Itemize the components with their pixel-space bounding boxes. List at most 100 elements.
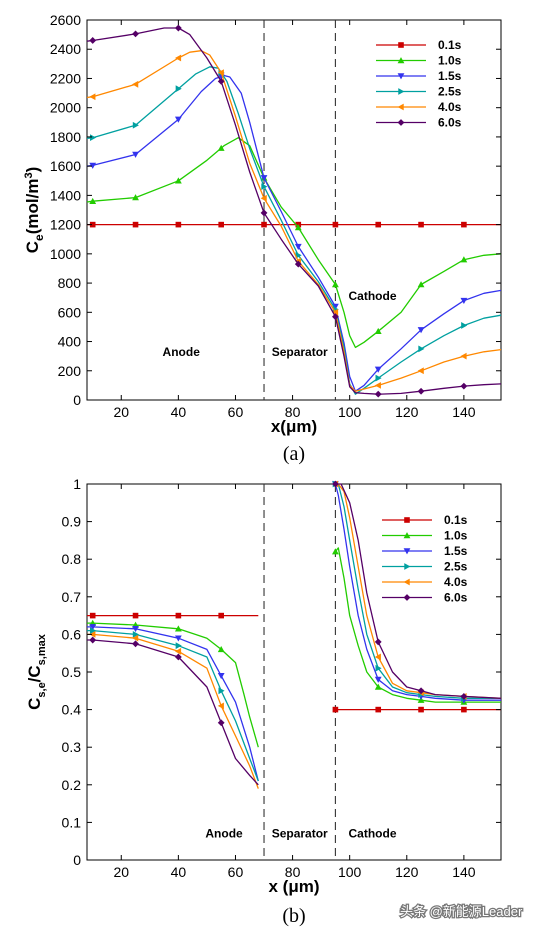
y-tick-label: 2200 (50, 70, 81, 86)
data-point (375, 374, 382, 382)
data-point (174, 647, 182, 655)
ticks-b: 20 40 60 80 100 120 140 0 0.1 0.2 0.3 0.4 0.5 0.6 0.7 0… (62, 476, 501, 880)
data-point (217, 702, 224, 710)
series-0.1s (87, 612, 501, 713)
x-tick-label: 100 (338, 864, 362, 880)
series-line (86, 137, 502, 349)
data-point (374, 327, 382, 335)
data-point (132, 631, 139, 638)
data-point (295, 251, 302, 259)
x-tick-label: 120 (395, 864, 419, 880)
data-point (332, 480, 339, 488)
legend-marker (398, 88, 405, 95)
legend-marker (403, 578, 410, 586)
data-point (374, 638, 382, 646)
data-point (374, 676, 382, 683)
data-point (418, 221, 424, 228)
x-tick-label: 40 (171, 864, 187, 880)
x-tick-label: 140 (452, 864, 476, 880)
legend-marker (404, 563, 411, 570)
y-tick-label: 0 (73, 392, 81, 408)
data-point (260, 175, 268, 182)
legend-entry: 2.5s (382, 560, 468, 574)
data-point (174, 116, 182, 123)
series-line (87, 639, 259, 786)
plot-frame-b (86, 483, 502, 861)
series-line (87, 622, 259, 748)
x-tick-label: 100 (338, 404, 362, 420)
data-point (418, 345, 425, 353)
legend-label: 4.0s (444, 575, 468, 589)
region-labels-b: Anode Separator Cathode (205, 827, 396, 841)
data-point (294, 243, 302, 250)
region-labels-a: Anode Separator Cathode (163, 289, 397, 359)
data-point (132, 612, 139, 619)
data-point (89, 93, 96, 101)
y-tick-label: 400 (58, 334, 82, 350)
y-axis-label-b: Cs,e/Cs,max (25, 633, 48, 710)
boundary-lines-b (263, 484, 336, 860)
data-point (417, 281, 425, 288)
data-point (89, 631, 96, 638)
data-point (217, 69, 224, 77)
y-tick-label: 0.3 (62, 739, 82, 755)
legend-label: 2.5s (438, 85, 462, 99)
region-label: Separator (272, 345, 328, 359)
plot-frame-a (86, 19, 502, 401)
data-point (175, 85, 182, 93)
y-tick-label: 1 (73, 476, 81, 492)
legend-entry: 2.5s (376, 85, 462, 99)
y-tick-label: 2400 (50, 41, 81, 57)
region-label: Anode (205, 827, 243, 841)
data-point (174, 653, 182, 661)
legend-marker (397, 103, 404, 111)
data-point (174, 177, 182, 184)
data-point (461, 322, 468, 329)
data-point (175, 612, 182, 619)
data-point (460, 352, 467, 360)
data-point (174, 635, 182, 642)
series-6.0s (87, 480, 502, 786)
data-point (374, 381, 381, 389)
legend-entry: 0.1s (382, 513, 468, 527)
y-tick-label: 2600 (50, 12, 81, 28)
legend-label: 0.1s (444, 513, 468, 527)
data-point (132, 640, 139, 648)
legend-entry: 1.0s (376, 54, 462, 68)
legend-entry: 1.0s (382, 529, 468, 543)
series-line (335, 483, 502, 699)
y-tick-label: 0 (73, 852, 81, 868)
x-tick-label: 80 (285, 404, 301, 420)
caption-b: (b) (282, 905, 305, 927)
data-point (217, 673, 225, 680)
x-axis-label-b: x (μm) (268, 877, 319, 896)
data-point (175, 642, 182, 650)
legend-marker (403, 548, 411, 555)
legend-entry: 1.5s (382, 544, 468, 558)
legend-label: 1.5s (438, 69, 462, 83)
region-label: Separator (272, 827, 328, 841)
data-point (374, 366, 382, 373)
legend-label: 6.0s (438, 116, 462, 130)
data-point (89, 162, 97, 169)
data-point (332, 303, 339, 310)
data-point (89, 627, 97, 635)
x-tick-label: 120 (395, 404, 419, 420)
y-tick-label: 1400 (50, 187, 81, 203)
data-point (174, 625, 182, 632)
y-axis-label-a: Ce(mol/m3) (23, 167, 46, 254)
data-point (132, 30, 139, 38)
y-tick-label: 0.9 (62, 514, 82, 530)
data-point (261, 183, 268, 191)
y-tick-label: 2000 (50, 100, 81, 116)
data-point (461, 706, 467, 713)
data-point (174, 54, 182, 62)
y-tick-label: 0.8 (62, 551, 82, 567)
y-tick-label: 0.2 (62, 777, 82, 793)
legend-a: 0.1s 1.0s1.5s 2.5s4.0s 6.0s (376, 38, 462, 130)
legend-entry: 6.0s (376, 116, 462, 130)
data-point (132, 221, 139, 228)
y-tick-label: 600 (58, 304, 82, 320)
data-point (460, 297, 468, 305)
